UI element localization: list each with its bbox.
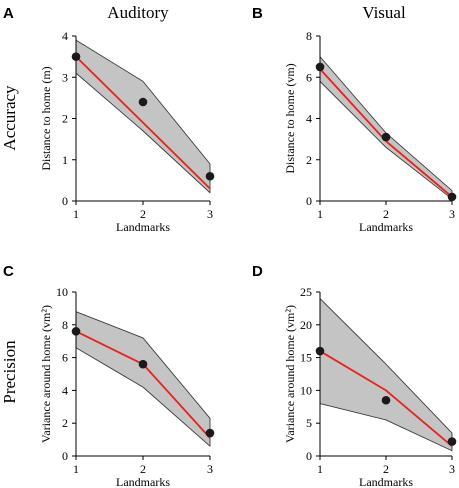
- y-tick-label: 2: [306, 153, 312, 167]
- x-tick-label: 2: [140, 462, 146, 476]
- y-tick-label: 10: [300, 383, 312, 397]
- y-tick-label: 4: [62, 29, 68, 43]
- y-tick-label: 8: [306, 29, 312, 43]
- y-tick-label: 15: [300, 351, 312, 365]
- panel-label: B: [252, 5, 263, 22]
- observed-point: [138, 97, 148, 107]
- column-title-auditory: Auditory: [107, 3, 169, 22]
- x-tick-label: 3: [449, 462, 455, 476]
- panel-label: C: [3, 263, 14, 280]
- y-tick-label: 4: [306, 112, 312, 126]
- panel-label: D: [252, 263, 263, 280]
- confidence-band: [75, 311, 211, 447]
- x-axis-label: Landmarks: [116, 220, 170, 234]
- y-tick-label: 1: [62, 153, 68, 167]
- x-axis-label: Landmarks: [116, 475, 170, 488]
- confidence-band: [319, 56, 453, 200]
- x-axis-label: Landmarks: [359, 220, 413, 234]
- observed-point: [447, 437, 457, 446]
- row-title-precision: Precision: [0, 340, 19, 404]
- y-tick-label: 8: [62, 318, 68, 332]
- y-tick-label: 25: [300, 285, 312, 299]
- panel-d-plot: 0 5 10 15 20 25 1 2 3 Landmarks Variance around ho…: [283, 285, 457, 488]
- y-tick-label: 20: [300, 318, 312, 332]
- x-tick-label: 1: [317, 462, 323, 476]
- y-tick-label: 6: [62, 351, 68, 365]
- y-tick-label: 6: [306, 70, 312, 84]
- x-tick-label: 1: [73, 207, 79, 221]
- x-tick-label: 3: [207, 462, 213, 476]
- observed-point: [71, 327, 81, 336]
- y-axis-label: Variance around home (vm²): [39, 305, 53, 443]
- observed-point: [315, 346, 325, 356]
- y-tick-label: 0: [62, 449, 68, 463]
- y-tick-label: 0: [306, 194, 312, 208]
- observed-point: [447, 192, 457, 202]
- x-tick-label: 3: [207, 207, 213, 221]
- confidence-band: [319, 298, 453, 452]
- observed-point: [71, 52, 81, 61]
- x-tick-label: 1: [317, 207, 323, 221]
- observed-point: [205, 428, 215, 438]
- y-tick-label: 2: [62, 416, 68, 430]
- x-axis-label: Landmarks: [359, 475, 413, 488]
- y-tick-label: 0: [62, 194, 68, 208]
- observed-point: [381, 132, 391, 142]
- y-tick-label: 3: [62, 70, 68, 84]
- y-axis-label: Distance to home (vm): [283, 63, 297, 173]
- observed-point: [138, 359, 148, 369]
- model-line: [75, 55, 211, 190]
- row-title-accuracy: Accuracy: [0, 85, 19, 151]
- y-tick-label: 5: [306, 416, 312, 430]
- observed-point: [315, 62, 325, 72]
- x-tick-label: 2: [383, 462, 389, 476]
- y-axis-label: Distance to home (m): [39, 66, 53, 170]
- x-tick-label: 3: [449, 207, 455, 221]
- observed-point: [381, 395, 391, 405]
- y-axis-label: Variance around home (vm²): [283, 305, 297, 443]
- column-title-visual: Visual: [362, 3, 406, 22]
- observed-point: [205, 171, 215, 181]
- y-tick-label: 0: [306, 449, 312, 463]
- model-line: [319, 350, 453, 447]
- panel-b-plot: 0 2 4 6 8 1 2 3 Landmarks Distance to home (vm): [283, 29, 457, 234]
- y-tick-label: 10: [56, 285, 68, 299]
- y-tick-label: 4: [62, 383, 68, 397]
- x-tick-label: 1: [73, 462, 79, 476]
- x-tick-label: 2: [383, 207, 389, 221]
- y-tick-label: 2: [62, 112, 68, 126]
- x-tick-label: 2: [140, 207, 146, 221]
- panel-label: A: [3, 5, 14, 22]
